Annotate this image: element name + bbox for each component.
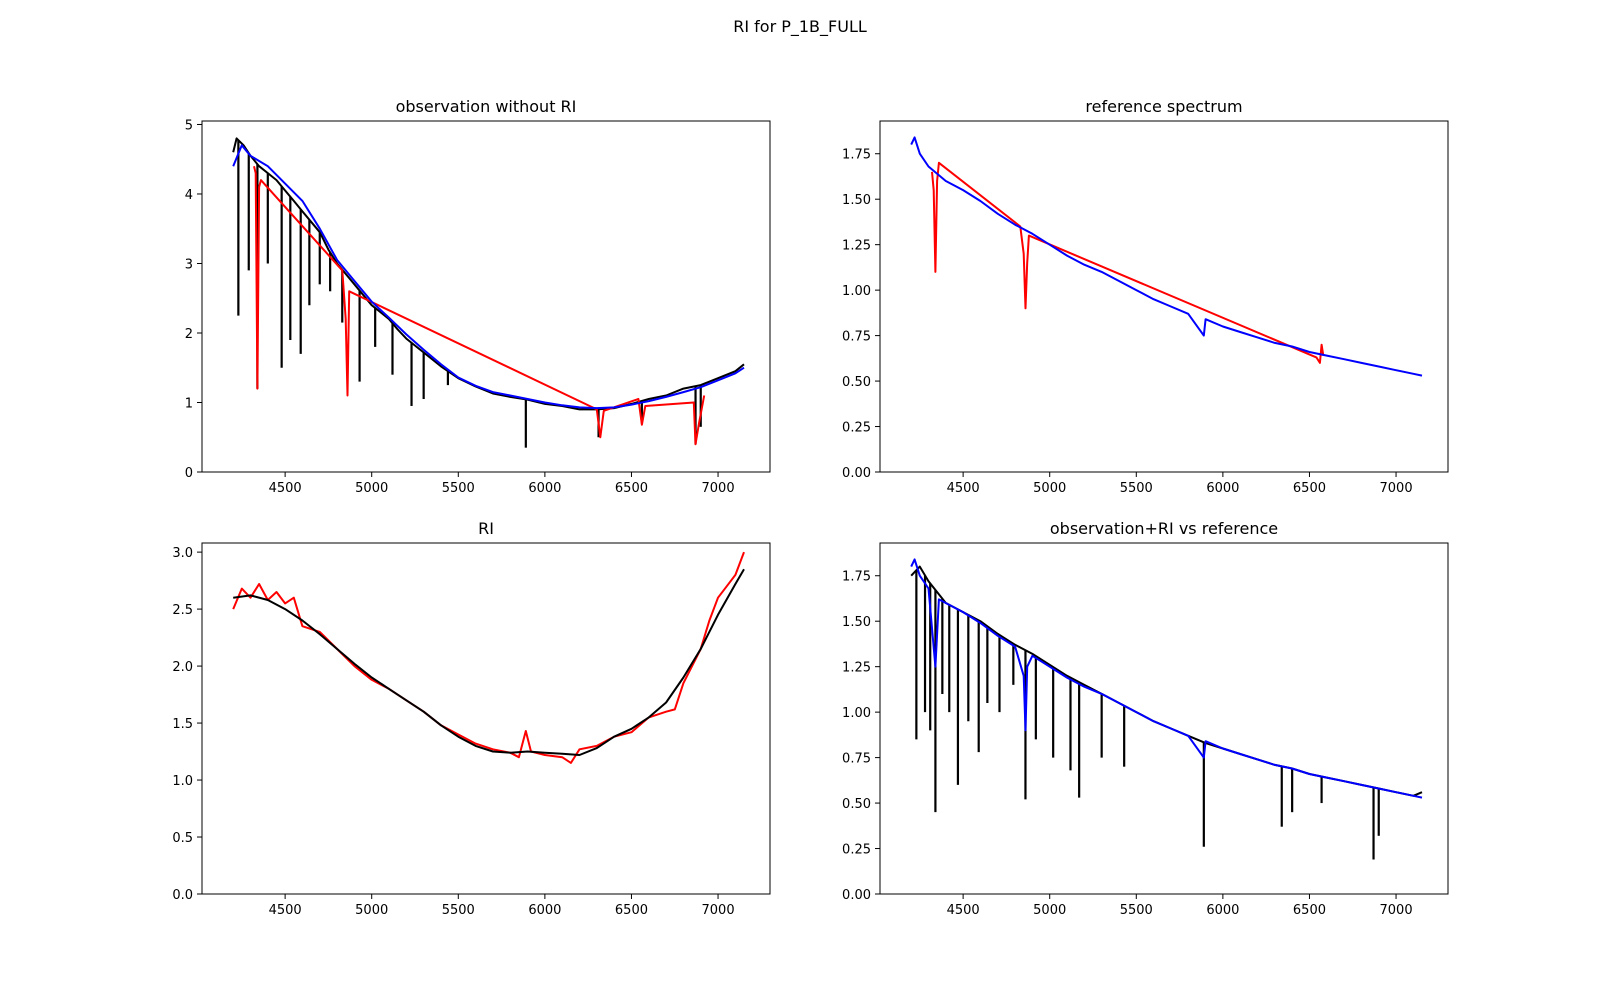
subplot-title: observation+RI vs reference (1050, 519, 1278, 538)
y-tick-label: 1.50 (842, 193, 871, 208)
y-tick-label: 0.50 (842, 797, 871, 812)
x-tick-label: 5500 (1120, 903, 1153, 918)
y-tick-label: 0.50 (842, 375, 871, 390)
y-tick-label: 1.00 (842, 284, 871, 299)
subplot-grid: observation without RI 4500 5000 5500 6000 65… (172, 97, 1449, 918)
y-tick-label: 3 (185, 257, 193, 272)
y-tick-label: 0.00 (842, 466, 871, 481)
y-tick-label: 1.5 (172, 717, 193, 732)
x-tick-label: 7000 (702, 481, 735, 496)
subplot-2: reference spectrum 4500 5000 5500 6000 6500 70… (842, 97, 1449, 496)
y-tick-label: 3.0 (172, 546, 193, 561)
y-tick-label: 5 (185, 118, 193, 133)
series-line-blue (232, 144, 745, 410)
plot-area (232, 551, 745, 764)
y-tick-label: 0.00 (842, 888, 871, 903)
y-tick-label: 1.75 (842, 148, 871, 163)
y-tick-label: 2 (185, 327, 193, 342)
subplot-title: observation without RI (396, 97, 577, 116)
x-tick-label: 4500 (269, 903, 302, 918)
series-line-red (232, 551, 745, 764)
y-tick-label: 1 (185, 396, 193, 411)
series-line-red (253, 165, 706, 446)
x-tick-label: 6000 (1206, 903, 1239, 918)
x-tick-label: 4500 (269, 481, 302, 496)
y-tick-label: 0.5 (172, 831, 193, 846)
axes-frame (201, 542, 771, 895)
x-tick-label: 5000 (355, 481, 388, 496)
y-tick-label: 1.25 (842, 661, 871, 676)
plot-area (232, 137, 745, 448)
x-tick-label: 5500 (442, 903, 475, 918)
axes-frame (201, 120, 771, 473)
x-tick-label: 4500 (947, 481, 980, 496)
y-tick-label: 1.75 (842, 570, 871, 585)
x-tick-label: 6500 (615, 903, 648, 918)
series-line-blue (910, 558, 1423, 799)
x-tick-label: 6500 (615, 481, 648, 496)
y-tick-label: 4 (185, 188, 193, 203)
x-tick-label: 5000 (355, 903, 388, 918)
subplot-title: reference spectrum (1085, 97, 1242, 116)
x-tick-label: 5000 (1033, 481, 1066, 496)
y-tick-label: 0.75 (842, 330, 871, 345)
y-tick-label: 1.0 (172, 774, 193, 789)
y-tick-label: 0.25 (842, 843, 871, 858)
y-tick-label: 0.0 (172, 888, 193, 903)
subplot-title: RI (478, 519, 494, 538)
axes-frame (879, 542, 1449, 895)
x-tick-label: 7000 (1380, 903, 1413, 918)
x-tick-label: 7000 (1380, 481, 1413, 496)
x-tick-label: 6500 (1293, 481, 1326, 496)
y-tick-label: 1.00 (842, 706, 871, 721)
subplot-3: RI 4500 5000 5500 6000 6500 7000 0.0 0.5 1.0 1.5 2.… (172, 519, 771, 918)
series-line-blue (910, 136, 1423, 377)
series-line-black (233, 568, 745, 756)
x-tick-label: 6000 (528, 481, 561, 496)
x-tick-label: 6500 (1293, 903, 1326, 918)
x-tick-label: 5000 (1033, 903, 1066, 918)
x-tick-label: 6000 (528, 903, 561, 918)
figure-suptitle: RI for P_1B_FULL (733, 17, 867, 37)
x-tick-label: 5500 (442, 481, 475, 496)
y-tick-label: 1.50 (842, 615, 871, 630)
plot-area (910, 136, 1423, 377)
y-tick-label: 1.25 (842, 239, 871, 254)
x-tick-label: 6000 (1206, 481, 1239, 496)
x-tick-label: 7000 (702, 903, 735, 918)
y-tick-label: 2.0 (172, 660, 193, 675)
subplot-1: observation without RI 4500 5000 5500 6000 65… (185, 97, 771, 496)
y-tick-label: 0.75 (842, 752, 871, 767)
x-tick-label: 5500 (1120, 481, 1153, 496)
plot-area (910, 558, 1423, 860)
subplot-4: observation+RI vs reference 4500 5000 5500 6… (842, 519, 1449, 918)
x-tick-label: 4500 (947, 903, 980, 918)
y-tick-label: 0.25 (842, 421, 871, 436)
axes-frame (879, 120, 1449, 473)
y-tick-label: 0 (185, 466, 193, 481)
series-line-red (931, 161, 1325, 364)
y-tick-label: 2.5 (172, 603, 193, 618)
